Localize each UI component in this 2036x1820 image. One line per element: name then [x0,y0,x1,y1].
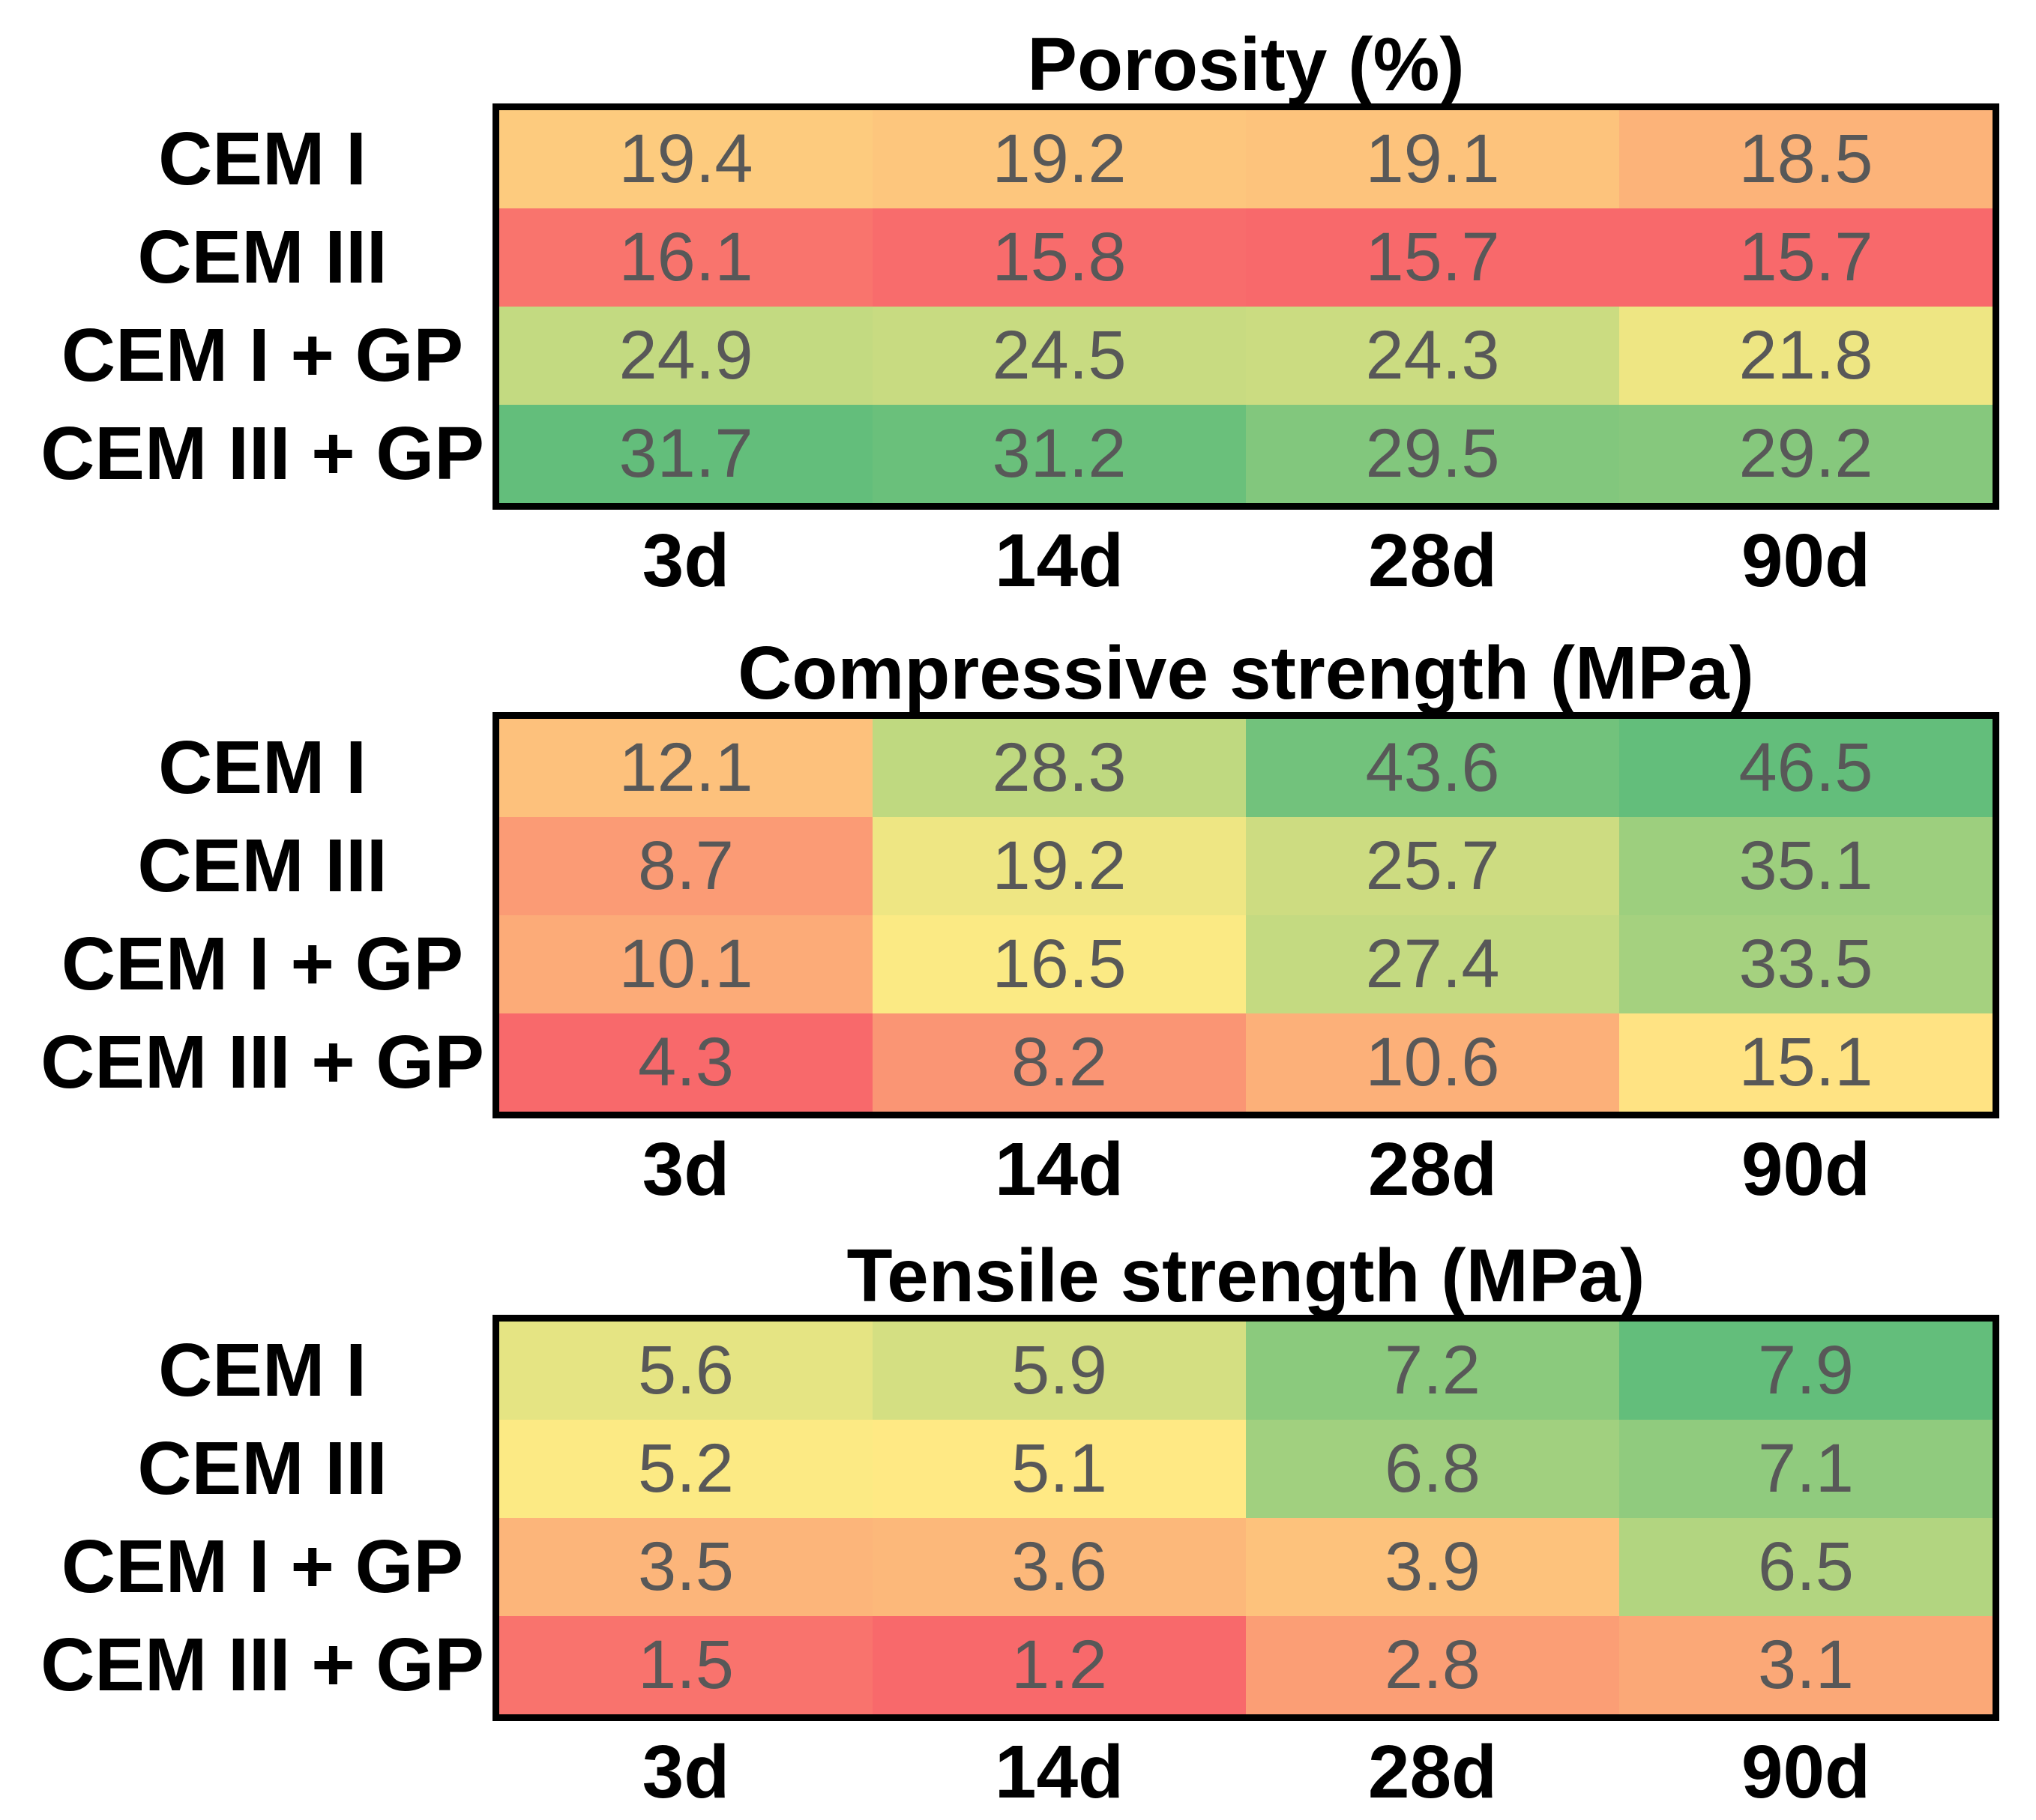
heatmap-cell: 5.1 [873,1420,1246,1518]
heatmap-cell: 35.1 [1619,817,1993,915]
heatmap-cell: 29.5 [1246,405,1619,503]
heatmap-grid: 5.6 5.9 7.2 7.9 5.2 5.1 6.8 7.1 3.5 3.6 3.9 6.5 1.5 1… [493,1315,1999,1721]
heatmap-cell: 15.7 [1246,208,1619,307]
col-axis-labels: 3d 14d 28d 90d [499,519,1993,603]
col-label: 14d [994,1127,1124,1211]
heatmap-cell: 33.5 [1619,915,1993,1013]
row-label: CEM III [137,824,388,908]
row-label: CEM III + GP [40,412,484,495]
heatmap-cell: 5.2 [499,1420,873,1518]
heatmap-grid: 12.1 28.3 43.6 46.5 8.7 19.2 25.7 35.1 10.1 16.5 2… [493,712,1999,1118]
heatmap-cell: 7.1 [1619,1420,1993,1518]
heatmap-cell: 2.8 [1246,1616,1619,1714]
heatmap-cell: 1.2 [873,1616,1246,1714]
col-label: 90d [1741,1127,1871,1211]
col-label: 28d [1367,1127,1498,1211]
col-label: 3d [642,1127,730,1211]
col-label: 28d [1367,519,1498,603]
heatmap-cell: 19.2 [873,110,1246,208]
heatmap-cell: 31.7 [499,405,873,503]
heatmap-cell: 12.1 [499,719,873,817]
heatmap-cell: 7.9 [1619,1322,1993,1420]
row-label: CEM I [158,117,367,201]
col-label: 14d [994,1730,1124,1814]
heatmap-cell: 8.2 [873,1013,1246,1112]
row-label: CEM III [137,1426,388,1510]
heatmap-cell: 10.1 [499,915,873,1013]
row-axis-labels: CEM I CEM III CEM I + GP CEM III + GP [15,110,510,503]
heatmap-cell: 15.1 [1619,1013,1993,1112]
heatmap-cell: 24.3 [1246,307,1619,405]
col-axis-labels: 3d 14d 28d 90d [499,1730,1993,1814]
heatmap-cell: 18.5 [1619,110,1993,208]
row-label: CEM III + GP [40,1020,484,1104]
col-label: 3d [642,1730,730,1814]
heatmap-cell: 28.3 [873,719,1246,817]
heatmap-cell: 27.4 [1246,915,1619,1013]
col-label: 28d [1367,1730,1498,1814]
heatmap-cell: 10.6 [1246,1013,1619,1112]
heatmap-cell: 1.5 [499,1616,873,1714]
col-label: 90d [1741,1730,1871,1814]
heatmap-panel-porosity: Porosity (%) CEM I CEM III CEM I + GP CEM I… [0,0,2036,609]
row-axis-labels: CEM I CEM III CEM I + GP CEM III + GP [15,1322,510,1714]
heatmap-panel-tensile-strength: Tensile strength (MPa) CEM I CEM III CEM I… [0,1211,2036,1820]
panel-title: Compressive strength (MPa) [738,631,1754,715]
heatmap-cell: 29.2 [1619,405,1993,503]
heatmap-cell: 25.7 [1246,817,1619,915]
row-label: CEM I + GP [61,313,464,397]
heatmap-cell: 21.8 [1619,307,1993,405]
row-label: CEM I [158,726,367,810]
heatmap-cell: 4.3 [499,1013,873,1112]
heatmap-cell: 6.8 [1246,1420,1619,1518]
heatmap-cell: 3.1 [1619,1616,1993,1714]
col-label: 14d [994,519,1124,603]
panel-title: Porosity (%) [1027,22,1465,106]
row-label: CEM III [137,215,388,299]
heatmap-panel-compressive-strength: Compressive strength (MPa) CEM I CEM III C… [0,609,2036,1217]
row-label: CEM I [158,1328,367,1412]
row-label: CEM I + GP [61,1525,464,1609]
heatmap-cell: 3.9 [1246,1518,1619,1616]
heatmap-cell: 46.5 [1619,719,1993,817]
heatmap-cell: 5.6 [499,1322,873,1420]
heatmap-cell: 5.9 [873,1322,1246,1420]
heatmap-cell: 43.6 [1246,719,1619,817]
heatmap-cell: 24.5 [873,307,1246,405]
heatmap-cell: 15.8 [873,208,1246,307]
col-label: 90d [1741,519,1871,603]
col-label: 3d [642,519,730,603]
heatmap-cell: 31.2 [873,405,1246,503]
heatmap-cell: 16.1 [499,208,873,307]
panel-title: Tensile strength (MPa) [846,1234,1645,1318]
row-axis-labels: CEM I CEM III CEM I + GP CEM III + GP [15,719,510,1112]
heatmap-grid: 19.4 19.2 19.1 18.5 16.1 15.8 15.7 15.7 24.9 24.5… [493,103,1999,510]
heatmap-cell: 3.6 [873,1518,1246,1616]
heatmap-cell: 6.5 [1619,1518,1993,1616]
heatmap-cell: 8.7 [499,817,873,915]
row-label: CEM III + GP [40,1623,484,1707]
heatmap-cell: 16.5 [873,915,1246,1013]
heatmap-cell: 19.2 [873,817,1246,915]
heatmap-cell: 19.1 [1246,110,1619,208]
heatmap-cell: 3.5 [499,1518,873,1616]
col-axis-labels: 3d 14d 28d 90d [499,1127,1993,1211]
heatmap-cell: 24.9 [499,307,873,405]
row-label: CEM I + GP [61,922,464,1006]
heatmap-cell: 7.2 [1246,1322,1619,1420]
heatmap-cell: 19.4 [499,110,873,208]
heatmap-cell: 15.7 [1619,208,1993,307]
